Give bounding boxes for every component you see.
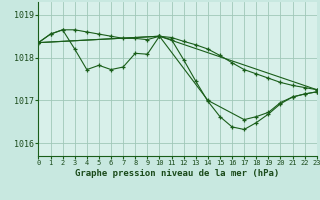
X-axis label: Graphe pression niveau de la mer (hPa): Graphe pression niveau de la mer (hPa) — [76, 169, 280, 178]
